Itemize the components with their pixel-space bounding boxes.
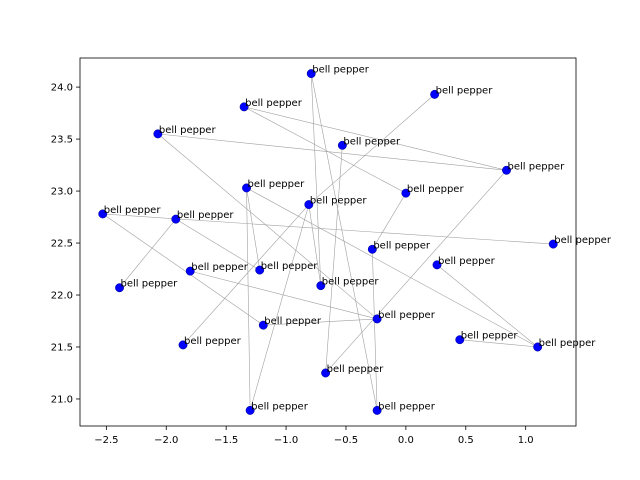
edges-layer <box>102 73 554 411</box>
y-tick-label: 21.5 <box>51 342 73 353</box>
point-label: bell pepper <box>438 256 496 267</box>
edge-line <box>102 213 264 326</box>
point-label: bell pepper <box>436 85 494 96</box>
point-label: bell pepper <box>245 98 303 109</box>
point-label: bell pepper <box>121 279 179 290</box>
edge-line <box>157 133 378 320</box>
data-point <box>367 244 377 254</box>
data-point <box>153 129 163 139</box>
y-tick-label: 23.0 <box>51 187 73 198</box>
point-label: bell pepper <box>343 136 401 147</box>
data-point <box>321 368 331 378</box>
edge-line <box>310 73 322 286</box>
y-tick-label: 22.5 <box>51 239 73 250</box>
x-tick-label: −0.5 <box>334 435 358 446</box>
edge-line <box>308 94 435 205</box>
point-label: bell pepper <box>261 261 319 272</box>
x-tick-label: 0.0 <box>398 435 414 446</box>
edge-line <box>182 204 310 346</box>
data-point <box>98 209 108 219</box>
point-label: bell pepper <box>327 364 385 375</box>
edge-line <box>244 106 507 171</box>
point-label: bell pepper <box>159 125 217 136</box>
edge-line <box>249 204 310 411</box>
point-label: bell pepper <box>378 401 436 412</box>
data-point <box>242 183 251 193</box>
data-point <box>306 69 316 79</box>
data-point <box>171 214 181 224</box>
data-point <box>432 260 442 270</box>
edge-line <box>310 73 378 411</box>
data-point <box>255 265 265 275</box>
edge-line <box>325 145 343 374</box>
x-axis: −2.5 −2.0 −1.5 −1.0 −0.5 0.0 0.5 1.0 <box>94 426 534 446</box>
edge-line <box>372 249 378 411</box>
point-label: bell pepper <box>539 338 597 349</box>
data-point <box>178 340 188 350</box>
edge-line <box>246 187 261 271</box>
point-label: bell pepper <box>373 240 431 251</box>
y-axis: 21.0 21.5 22.0 22.5 23.0 23.5 24.0 <box>51 83 80 405</box>
data-point <box>337 140 347 150</box>
point-label: bell pepper <box>251 401 309 412</box>
data-point <box>239 102 249 112</box>
data-point <box>245 405 255 415</box>
x-tick-label: 1.0 <box>518 435 534 446</box>
data-point <box>372 405 382 415</box>
data-point <box>115 283 124 293</box>
data-point <box>502 165 511 175</box>
points-layer <box>98 69 558 415</box>
edge-line <box>119 218 177 288</box>
point-label: bell pepper <box>191 262 249 273</box>
data-point <box>548 239 558 249</box>
x-tick-label: −2.5 <box>94 435 118 446</box>
data-point <box>372 314 382 324</box>
data-point <box>258 320 268 330</box>
edge-line <box>436 264 538 348</box>
data-point <box>533 342 543 352</box>
data-point <box>185 266 195 276</box>
point-label: bell pepper <box>378 310 436 321</box>
x-tick-label: −1.5 <box>214 435 238 446</box>
edge-line <box>246 187 251 411</box>
point-label: bell pepper <box>310 196 368 207</box>
x-tick-label: −2.0 <box>154 435 178 446</box>
point-label: bell pepper <box>554 235 612 246</box>
point-label: bell pepper <box>461 331 519 342</box>
edge-line <box>175 218 260 271</box>
edge-line <box>246 187 538 348</box>
edge-line <box>190 270 378 320</box>
point-label: bell pepper <box>322 277 380 288</box>
y-tick-label: 24.0 <box>51 83 73 94</box>
point-label: bell pepper <box>312 65 370 76</box>
data-point <box>455 335 465 345</box>
data-point <box>316 281 326 291</box>
point-label: bell pepper <box>264 316 322 327</box>
edge-line <box>157 133 507 171</box>
y-tick-label: 21.0 <box>51 394 73 405</box>
edge-line <box>243 106 407 194</box>
data-point <box>304 200 314 210</box>
edge-line <box>263 318 378 326</box>
point-label: bell pepper <box>407 184 465 195</box>
point-label: bell pepper <box>184 336 242 347</box>
x-tick-label: 0.5 <box>458 435 474 446</box>
x-tick-label: −1.0 <box>274 435 298 446</box>
point-label: bell pepper <box>104 205 162 216</box>
point-label: bell pepper <box>177 210 235 221</box>
edge-line <box>325 170 507 374</box>
edge-line <box>308 204 322 286</box>
edge-line <box>372 192 407 250</box>
data-point <box>430 89 440 99</box>
point-label: bell pepper <box>508 161 566 172</box>
plot-frame <box>79 57 577 427</box>
plot-background <box>80 58 576 426</box>
y-tick-label: 23.5 <box>51 135 73 146</box>
edge-line <box>459 339 538 348</box>
data-point <box>401 188 411 198</box>
y-tick-label: 22.0 <box>51 291 73 302</box>
point-label: bell pepper <box>248 179 306 190</box>
